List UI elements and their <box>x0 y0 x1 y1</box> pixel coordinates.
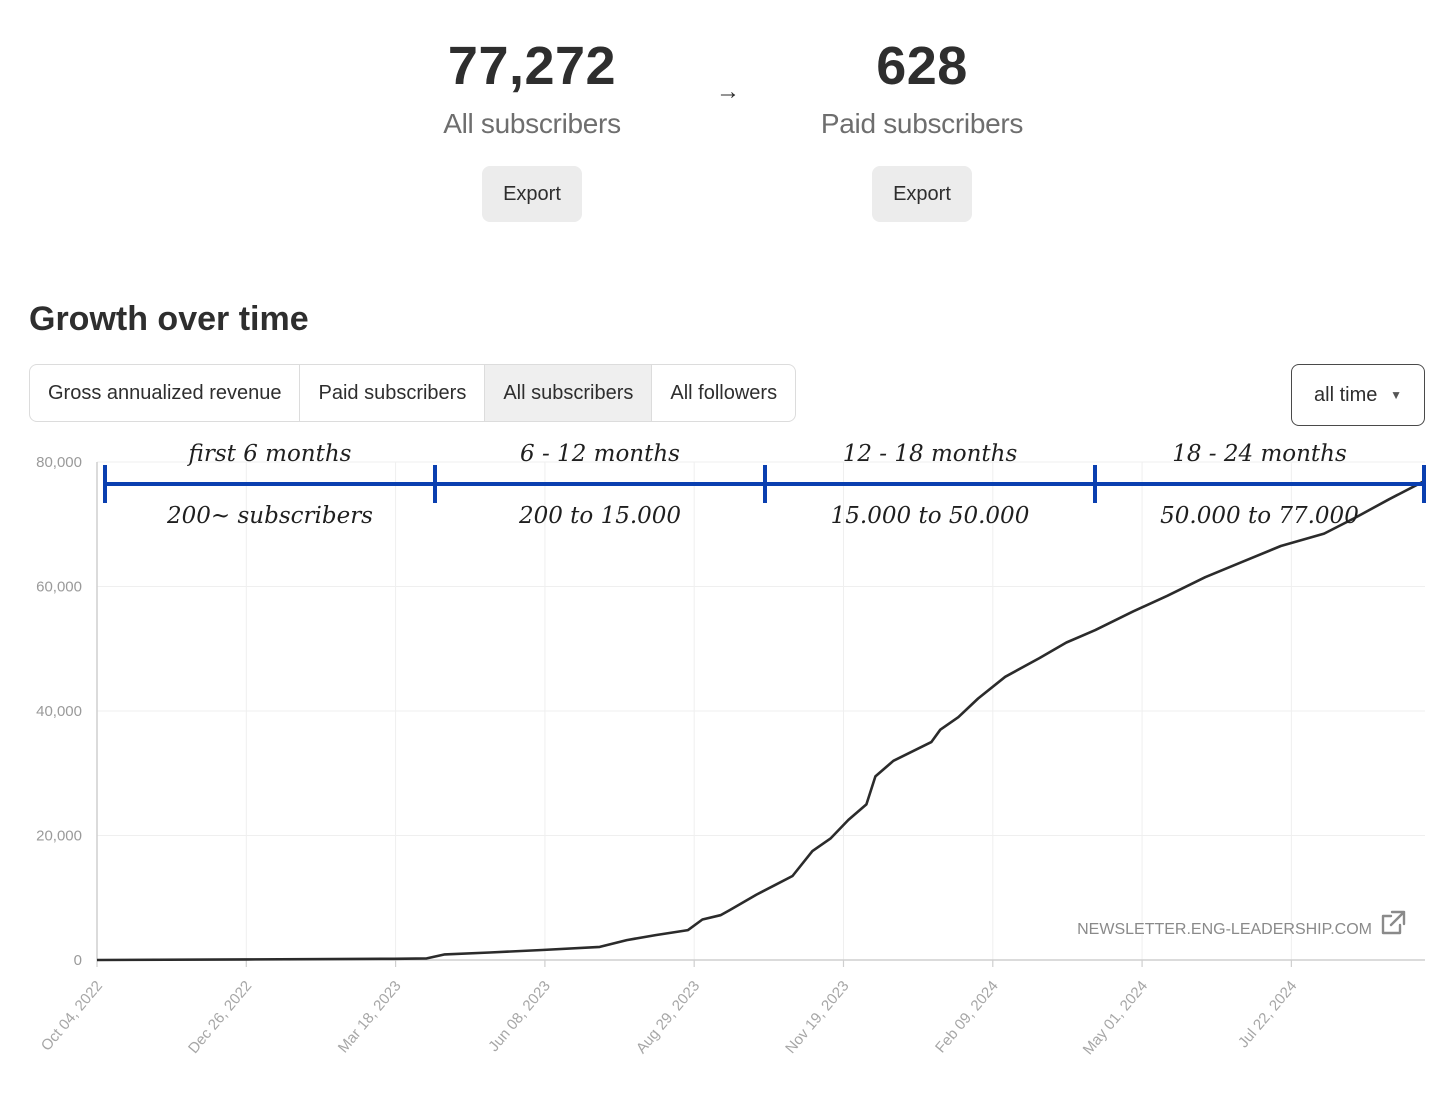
period-label: first 6 months <box>187 441 352 467</box>
period-label: 18 - 24 months <box>1172 441 1347 467</box>
watermark-text: NEWSLETTER.ENG-LEADERSHIP.COM <box>1077 921 1372 938</box>
metric-tabs: Gross annualized revenue Paid subscriber… <box>29 364 797 422</box>
period-annotations: first 6 months 200~ subscribers 6 - 12 mon… <box>103 441 1426 529</box>
y-tick-label: 0 <box>74 952 82 969</box>
x-tick-label: Feb 09, 2024 <box>932 978 1002 1057</box>
period-label: 12 - 18 months <box>843 441 1018 467</box>
grid-layer <box>96 461 1425 967</box>
paid-subscribers-count: 628 <box>876 36 968 96</box>
tab-gross-annualized-revenue[interactable]: Gross annualized revenue <box>30 365 301 421</box>
y-tick-label: 20,000 <box>36 828 82 845</box>
all-subscribers-count: 77,272 <box>447 36 617 96</box>
y-tick-label: 80,000 <box>36 454 82 471</box>
tab-paid-subscribers[interactable]: Paid subscribers <box>300 365 486 421</box>
time-range-value: all time <box>1314 384 1378 406</box>
y-tick-label: 40,000 <box>36 703 82 720</box>
paid-subscribers-stat: 628 Paid subscribers Export <box>792 34 1052 222</box>
period-label: 6 - 12 months <box>520 441 680 467</box>
x-axis-labels: Oct 04, 2022 Dec 26, 2022 Mar 18, 2023 Jun … <box>38 978 1301 1059</box>
arrow-right-icon: → <box>716 78 740 105</box>
all-subscribers-label: All subscribers <box>443 108 621 139</box>
x-tick-label: Jun 08, 2023 <box>485 978 554 1055</box>
period-range: 15.000 to 50.000 <box>831 503 1030 529</box>
caret-down-icon: ▼ <box>1390 388 1402 402</box>
x-tick-label: May 01, 2024 <box>1080 978 1151 1059</box>
y-axis-labels: 0 20,000 40,000 60,000 80,000 <box>36 454 82 969</box>
period-range: 200 to 15.000 <box>518 503 681 529</box>
x-tick-label: Nov 19, 2023 <box>782 978 852 1057</box>
export-paid-subscribers-button[interactable]: Export <box>872 166 972 222</box>
x-tick-label: Mar 18, 2023 <box>335 978 405 1057</box>
section-title: Growth over time <box>29 300 309 338</box>
x-tick-label: Dec 26, 2022 <box>185 978 255 1057</box>
all-subscribers-series-line <box>96 479 1426 962</box>
export-all-subscribers-button[interactable]: Export <box>482 166 582 222</box>
x-tick-label: Oct 04, 2022 <box>38 978 106 1055</box>
time-range-select[interactable]: all time ▼ <box>1291 364 1425 426</box>
paid-subscribers-label: Paid subscribers <box>820 108 1024 139</box>
all-subscribers-stat: 77,272 All subscribers Export <box>402 34 662 222</box>
period-range: 200~ subscribers <box>166 503 373 529</box>
tab-all-followers[interactable]: All followers <box>670 382 778 404</box>
period-range: 50.000 to 77.000 <box>1160 503 1359 529</box>
x-tick-label: Jul 22, 2024 <box>1235 978 1301 1052</box>
y-tick-label: 60,000 <box>36 579 82 596</box>
tab-all-subscribers[interactable]: All subscribers <box>485 365 653 421</box>
x-tick-label: Aug 29, 2023 <box>633 978 703 1057</box>
external-link-icon[interactable] <box>1381 910 1406 935</box>
